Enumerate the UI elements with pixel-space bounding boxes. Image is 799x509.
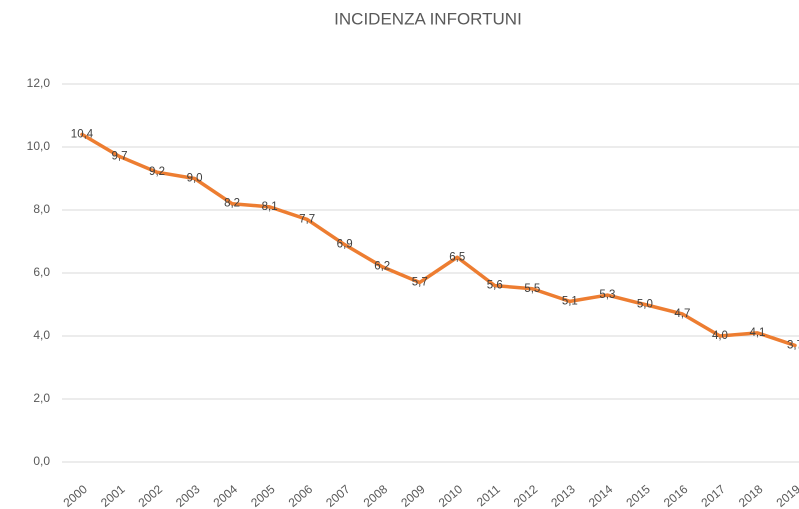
x-tick-label: 2003 bbox=[173, 482, 203, 509]
y-tick-label: 6,0 bbox=[33, 265, 50, 279]
x-tick-label: 2011 bbox=[474, 482, 503, 509]
data-label: 10,4 bbox=[71, 128, 94, 140]
data-label: 8,2 bbox=[224, 198, 240, 210]
data-label: 4,1 bbox=[749, 327, 765, 339]
x-tick-label: 2009 bbox=[398, 482, 428, 509]
data-label: 5,5 bbox=[524, 283, 540, 295]
x-tick-label: 2000 bbox=[61, 482, 91, 509]
y-tick-label: 12,0 bbox=[27, 76, 51, 90]
x-tick-label: 2004 bbox=[211, 482, 241, 509]
data-label: 3,7 bbox=[787, 339, 799, 351]
data-label: 6,9 bbox=[337, 239, 353, 251]
x-tick-label: 2006 bbox=[286, 482, 316, 509]
x-tick-label: 2013 bbox=[548, 482, 578, 509]
data-label: 5,1 bbox=[562, 295, 578, 307]
x-tick-label: 2007 bbox=[323, 482, 353, 509]
x-tick-label: 2008 bbox=[361, 482, 391, 509]
data-label: 5,3 bbox=[599, 289, 615, 301]
data-label: 6,5 bbox=[449, 251, 465, 263]
data-label: 7,7 bbox=[299, 213, 315, 225]
x-tick-label: 2012 bbox=[511, 482, 541, 509]
data-label: 5,0 bbox=[637, 299, 653, 311]
x-tick-label: 2015 bbox=[623, 482, 653, 509]
x-tick-label: 2019 bbox=[774, 482, 799, 509]
x-tick-label: 2014 bbox=[586, 482, 616, 509]
data-label: 8,1 bbox=[262, 201, 278, 213]
data-label: 4,7 bbox=[674, 308, 690, 320]
data-label: 5,6 bbox=[487, 280, 503, 292]
y-tick-label: 4,0 bbox=[33, 328, 50, 342]
data-label: 5,7 bbox=[412, 276, 428, 288]
y-tick-label: 0,0 bbox=[33, 454, 50, 468]
x-tick-label: 2001 bbox=[98, 482, 128, 509]
x-tick-label: 2017 bbox=[698, 482, 728, 509]
data-label: 9,7 bbox=[112, 150, 128, 162]
x-tick-label: 2002 bbox=[136, 482, 166, 509]
x-tick-label: 2010 bbox=[436, 482, 466, 509]
x-tick-label: 2018 bbox=[736, 482, 766, 509]
x-tick-label: 2016 bbox=[661, 482, 691, 509]
y-tick-label: 2,0 bbox=[33, 391, 50, 405]
data-label: 6,2 bbox=[374, 261, 390, 273]
chart-title: INCIDENZA INFORTUNI bbox=[334, 9, 522, 28]
line bbox=[80, 132, 797, 348]
y-tick-label: 8,0 bbox=[33, 202, 50, 216]
data-label: 4,0 bbox=[712, 330, 728, 342]
y-tick-label: 10,0 bbox=[27, 139, 51, 153]
x-tick-label: 2005 bbox=[248, 482, 278, 509]
data-label: 9,2 bbox=[149, 166, 165, 178]
data-label: 9,0 bbox=[187, 173, 203, 185]
